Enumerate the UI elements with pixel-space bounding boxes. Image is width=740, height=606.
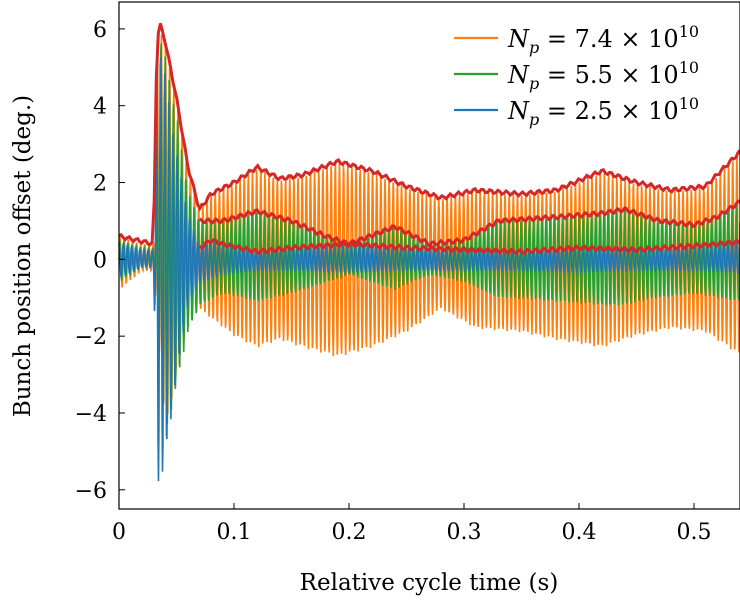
x-tick-label: 0 bbox=[112, 520, 126, 545]
legend-label-1: Np = 7.4 × 1010 bbox=[507, 22, 699, 57]
y-axis: −6 −4 −2 0 2 4 6 bbox=[75, 18, 125, 504]
y-tick-label: 2 bbox=[93, 172, 107, 197]
x-axis-title: Relative cycle time (s) bbox=[300, 570, 559, 596]
x-tick-label: 0.4 bbox=[562, 520, 597, 545]
y-tick-label: 4 bbox=[93, 95, 107, 120]
envelope-curve-3 bbox=[198, 237, 740, 256]
legend-label-3: Np = 2.5 × 1010 bbox=[507, 94, 699, 129]
y-tick-label: 6 bbox=[93, 18, 107, 43]
x-tick-label: 0.2 bbox=[332, 520, 367, 545]
y-tick-label: 0 bbox=[93, 248, 107, 273]
envelope-layer bbox=[118, 23, 740, 256]
x-axis: 0 0.1 0.2 0.3 0.4 0.5 bbox=[112, 503, 712, 545]
plot-frame bbox=[118, 1, 740, 510]
y-tick-label: −2 bbox=[75, 325, 107, 350]
envelope-curve-1 bbox=[118, 23, 740, 247]
legend-label-2: Np = 5.5 × 1010 bbox=[507, 58, 699, 93]
x-tick-label: 0.5 bbox=[677, 520, 712, 545]
envelope-curve-2 bbox=[198, 199, 740, 248]
x-tick-label: 0.1 bbox=[217, 520, 252, 545]
y-axis-title: Bunch position offset (deg.) bbox=[10, 95, 36, 417]
y-tick-label: −6 bbox=[75, 479, 107, 504]
x-tick-label: 0.3 bbox=[447, 520, 482, 545]
y-tick-label: −4 bbox=[75, 402, 107, 427]
